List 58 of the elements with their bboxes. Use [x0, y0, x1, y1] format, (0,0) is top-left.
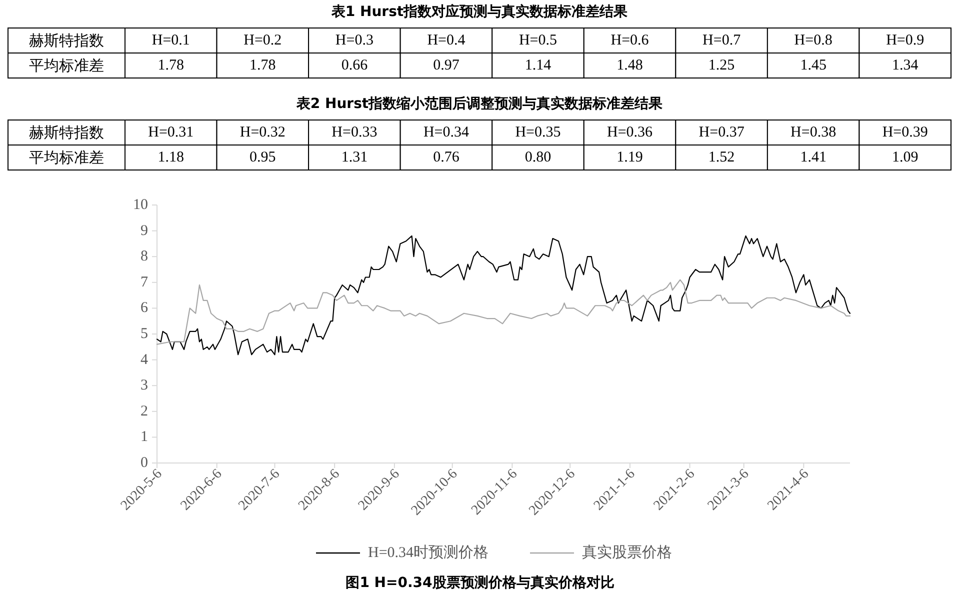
- y-tick-label: 平均标准差: [29, 148, 104, 166]
- data-label: 1.78: [158, 58, 184, 74]
- y-tick-label: 5: [140, 326, 148, 342]
- y-tick-label: 2: [140, 403, 148, 420]
- x-tick-label: H=0.32: [240, 124, 286, 140]
- x-tick-label: H=0.4: [427, 32, 466, 48]
- line-series: [156, 235, 851, 356]
- x-axis-title: 赫斯特指数: [29, 32, 104, 50]
- data-label: 1.18: [158, 150, 184, 166]
- y-tick-label: 3: [140, 378, 148, 394]
- data-label: 1.19: [616, 150, 643, 166]
- data-label: 0.76: [433, 150, 460, 166]
- data-label: 1.78: [250, 58, 276, 74]
- y-tick-label: 1: [140, 429, 148, 446]
- chart-title: 表2 Hurst指数缩小范围后调整预测与真实数据标准差结果: [295, 95, 664, 112]
- x-tick-label: H=0.31: [148, 124, 194, 140]
- x-tick-label: H=0.1: [152, 32, 190, 48]
- x-axis-title: 赫斯特指数: [29, 124, 104, 142]
- data-label: 0.97: [433, 58, 460, 74]
- y-tick-label: 6: [140, 300, 148, 316]
- data-label: 1.34: [892, 58, 919, 74]
- x-tick-label: H=0.6: [610, 32, 650, 48]
- y-tick-label: 9: [140, 222, 148, 239]
- x-tick-label: H=0.39: [882, 124, 928, 140]
- x-tick-label: H=0.9: [886, 32, 924, 48]
- y-tick-label: 4: [140, 352, 148, 368]
- x-tick-label: H=0.34: [423, 124, 470, 140]
- data-label: 1.45: [800, 58, 826, 74]
- x-tick-label: H=0.37: [698, 124, 745, 140]
- x-tick-label: H=0.36: [607, 124, 654, 140]
- text: 图1 H=0.34股票预测价格与真实价格对比: [346, 574, 614, 591]
- x-tick-label: H=0.33: [332, 124, 378, 140]
- x-tick-label: H=0.3: [335, 32, 374, 48]
- x-tick-label: H=0.2: [244, 32, 282, 48]
- y-tick-label: 0: [140, 455, 148, 471]
- line-series: [156, 279, 851, 345]
- y-tick-label: 10: [133, 197, 148, 213]
- data-label: 1.48: [616, 58, 643, 74]
- data-label: 1.09: [892, 150, 918, 166]
- data-label: 0.80: [524, 150, 552, 166]
- data-label: 1.31: [341, 150, 368, 166]
- legend-label: 真实股票价格: [582, 544, 672, 561]
- x-tick-label: H=0.5: [518, 32, 558, 48]
- data-label: 1.52: [708, 150, 735, 166]
- x-tick-label: H=0.7: [702, 32, 742, 48]
- x-tick-label: H=0.38: [790, 124, 836, 140]
- x-tick-label: H=0.35: [515, 124, 561, 140]
- data-label: 0.66: [341, 58, 368, 74]
- y-tick-label: 平均标准差: [29, 56, 104, 74]
- chart-title: 表1 Hurst指数对应预测与真实数据标准差结果: [330, 3, 629, 20]
- y-tick-label: 7: [140, 274, 148, 290]
- data-label: 1.41: [800, 150, 826, 166]
- data-label: 1.25: [708, 58, 735, 74]
- legend-label: H=0.34时预测价格: [368, 544, 489, 561]
- x-tick-label: H=0.8: [794, 32, 832, 48]
- y-tick-label: 8: [140, 248, 148, 265]
- data-label: 0.95: [250, 150, 276, 166]
- data-label: 1.14: [524, 58, 552, 74]
